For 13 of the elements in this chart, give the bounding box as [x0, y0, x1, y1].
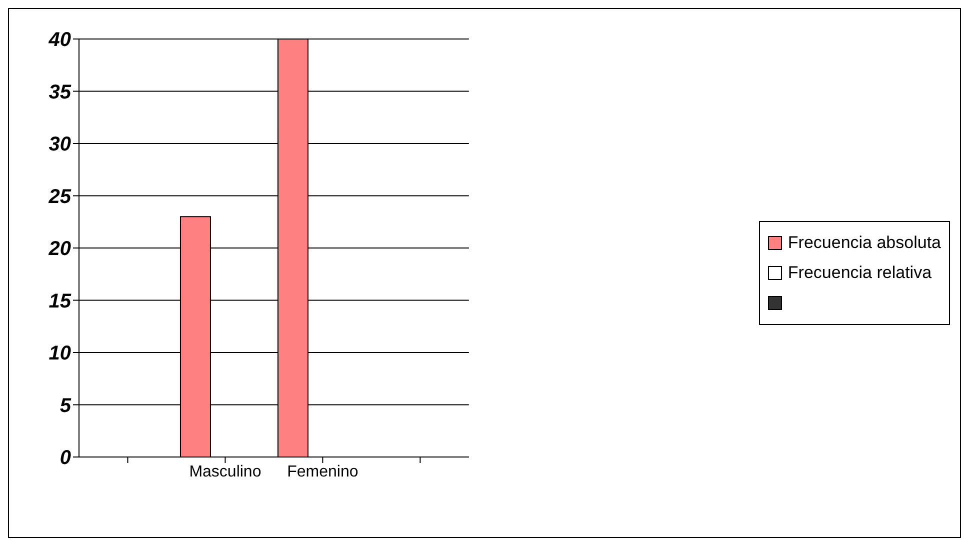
- y-tick-label: 20: [48, 238, 71, 260]
- y-tick-label: 15: [48, 290, 72, 312]
- y-tick-label: 40: [48, 29, 71, 52]
- x-tick-label: Femenino: [287, 463, 358, 480]
- legend-label: Frecuencia absoluta: [788, 233, 941, 253]
- x-tick-label: Masculino: [189, 463, 262, 480]
- y-tick-label: 10: [48, 342, 71, 365]
- y-tick-label: 25: [48, 186, 72, 208]
- y-tick-label: 0: [60, 447, 71, 470]
- y-tick-label: 5: [60, 394, 72, 417]
- y-tick-label: 30: [48, 134, 71, 156]
- y-tick-label: 35: [48, 81, 72, 104]
- legend-label: Frecuencia relativa: [788, 263, 932, 283]
